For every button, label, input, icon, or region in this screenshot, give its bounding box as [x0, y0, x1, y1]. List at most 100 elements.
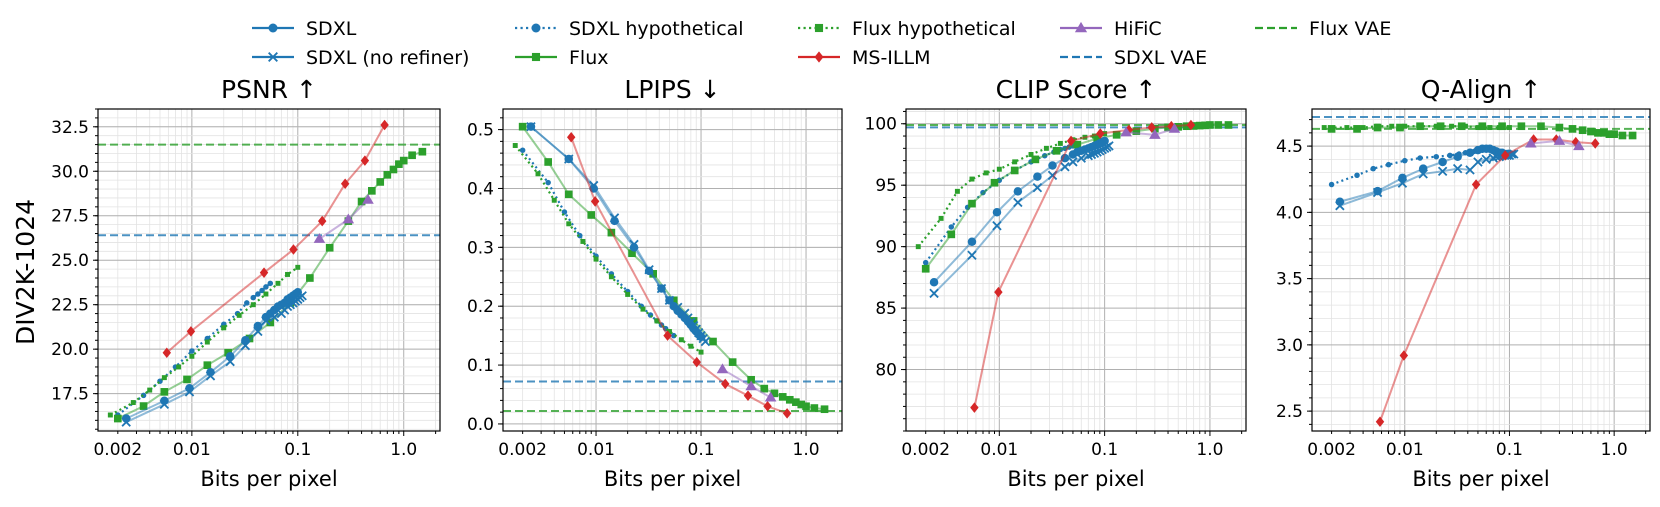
data-point-sdxl	[1453, 152, 1462, 161]
data-point-ms-illm	[1096, 128, 1105, 139]
data-point-sdxl	[241, 336, 250, 345]
x-axis-label: Bits per pixel	[604, 467, 741, 491]
data-point-flux	[325, 243, 334, 252]
data-point-sdxl-hypothetical	[1328, 181, 1335, 188]
data-point-hific	[1573, 140, 1585, 151]
data-point-flux	[1578, 126, 1587, 135]
grid	[1312, 109, 1650, 431]
legend: SDXL SDXL (no refiner) SDXL hypothetical Fl…	[252, 18, 1391, 69]
data-point-flux	[760, 384, 769, 393]
y-tick-label: 90	[875, 238, 897, 258]
data-point-flux-hypothetical	[996, 166, 1002, 172]
data-point-sdxl-no-refiner	[1032, 182, 1043, 193]
data-point-flux	[306, 274, 314, 282]
data-point-flux	[968, 199, 976, 208]
series-hific	[1120, 122, 1181, 139]
data-point-sdxl	[992, 207, 1002, 217]
data-point-flux	[1568, 125, 1577, 133]
data-point-ms-illm	[692, 356, 701, 368]
data-point-flux	[792, 398, 800, 406]
chart-panel-clip-score: 80 85 90 95 100 0.002 0.01 0.1 1.0 CLIP Score ↑ Bi…	[865, 75, 1247, 491]
data-point-sdxl	[1373, 186, 1382, 196]
legend-entry-ms-illm: MS-ILLM	[798, 47, 930, 69]
data-point-ms-illm	[317, 215, 327, 227]
data-point-sdxl	[564, 154, 574, 164]
data-point-flux	[1073, 140, 1082, 149]
x-axis-label: Bits per pixel	[1007, 467, 1144, 491]
data-point-flux-hypothetical	[176, 364, 182, 370]
data-point-sdxl-hypothetical	[255, 291, 261, 297]
data-point-ms-illm	[566, 131, 576, 143]
data-point-flux-hypothetical	[1012, 159, 1018, 165]
data-point-flux	[1618, 131, 1627, 140]
x-tick-label: 0.002	[498, 440, 547, 460]
series-flux	[518, 122, 829, 414]
series-sdxl	[121, 287, 303, 423]
data-point-flux-hypothetical	[189, 353, 195, 359]
data-point-ms-illm	[1066, 135, 1076, 147]
data-point-flux	[139, 402, 148, 410]
x-tick-label: 0.1	[688, 440, 715, 460]
data-point-hific	[745, 380, 757, 391]
series-flux-hypothetical	[512, 143, 704, 355]
data-point-sdxl	[1335, 197, 1345, 207]
data-point-flux	[1587, 127, 1595, 136]
data-point-ms-illm	[380, 119, 389, 131]
series-line-sdxl-hypothetical	[521, 149, 675, 337]
legend-entry-hific: HiFiC	[1060, 18, 1162, 40]
data-point-sdxl	[293, 287, 303, 297]
data-point-sdxl	[696, 332, 706, 342]
data-point-flux	[1214, 121, 1223, 129]
data-point-flux	[408, 151, 416, 160]
legend-label-flux-hypothetical: Flux hypothetical	[852, 18, 1016, 40]
data-point-hific	[342, 213, 355, 224]
data-point-flux	[1517, 122, 1526, 131]
data-point-flux-hypothetical	[551, 197, 557, 203]
legend-label-hific: HiFiC	[1114, 18, 1162, 40]
data-point-flux-hypothetical	[678, 337, 684, 343]
data-point-flux	[921, 264, 930, 273]
data-point-sdxl-no-refiner	[929, 288, 939, 299]
data-point-flux	[649, 270, 657, 278]
y-tick-label: 4.0	[1276, 203, 1303, 223]
data-point-sdxl-no-refiner	[1068, 157, 1078, 167]
data-point-ms-illm	[782, 408, 792, 419]
data-point-flux	[820, 405, 829, 414]
data-point-flux	[1594, 129, 1602, 137]
panel-title: CLIP Score ↑	[996, 75, 1157, 104]
data-point-ms-illm	[1375, 416, 1385, 427]
data-point-flux	[1498, 122, 1506, 131]
series-hific	[1525, 135, 1585, 151]
data-point-hific	[313, 233, 326, 243]
data-point-flux	[113, 414, 122, 423]
x-axis-label: Bits per pixel	[200, 467, 337, 491]
data-point-hific	[1120, 126, 1132, 137]
series-sdxl	[526, 122, 706, 342]
data-point-sdxl-no-refiner	[967, 250, 977, 260]
data-point-flux	[376, 178, 385, 186]
data-point-hific	[1553, 135, 1566, 145]
data-point-flux	[810, 404, 819, 412]
x-tick-label: 1.0	[1196, 440, 1223, 460]
data-point-sdxl	[629, 243, 639, 252]
data-point-flux	[628, 249, 636, 258]
data-point-sdxl	[185, 384, 194, 393]
data-point-flux-hypothetical	[161, 375, 167, 381]
data-point-flux-hypothetical	[698, 349, 704, 355]
legend-marker-hific	[1074, 21, 1088, 33]
data-point-flux-hypothetical	[1043, 145, 1049, 151]
series-line-flux-hypothetical	[109, 266, 299, 416]
data-point-sdxl-hypothetical	[561, 209, 568, 215]
series-line-hific	[318, 199, 369, 240]
data-point-sdxl	[160, 396, 169, 406]
data-point-flux	[203, 361, 212, 370]
data-point-flux	[544, 158, 552, 166]
data-point-sdxl	[1438, 157, 1447, 167]
legend-entry-flux-hypothetical: Flux hypothetical	[798, 18, 1016, 40]
data-point-sdxl	[1418, 164, 1428, 173]
data-point-sdxl	[644, 266, 654, 276]
data-point-flux-hypothetical	[1344, 125, 1350, 131]
data-point-sdxl-hypothetical	[1433, 153, 1440, 160]
data-point-sdxl-hypothetical	[545, 179, 551, 186]
